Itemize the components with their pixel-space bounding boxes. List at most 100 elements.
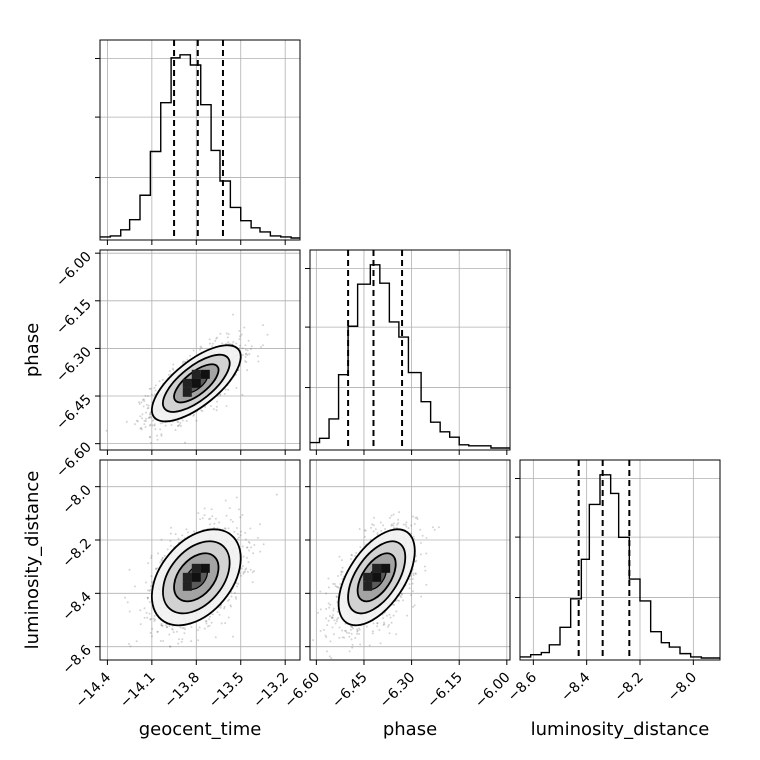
histogram-panel-luminosity_distance — [515, 459, 721, 661]
scatter-point — [351, 554, 354, 557]
scatter-point — [244, 568, 247, 571]
scatter-point — [146, 395, 149, 398]
scatter-point — [208, 523, 211, 526]
scatter-point — [348, 650, 351, 653]
scatter-point — [240, 333, 243, 336]
scatter-point — [414, 516, 417, 519]
y-tick-label: −6.60 — [53, 439, 95, 481]
scatter-point — [235, 526, 238, 529]
scatter-point — [256, 355, 259, 358]
scatter-point — [358, 527, 361, 530]
scatter-point — [243, 326, 246, 329]
scatter-point — [140, 401, 143, 404]
scatter-point — [177, 537, 180, 540]
scatter-point — [138, 402, 141, 405]
scatter-point — [148, 612, 151, 615]
scatter-point — [343, 636, 346, 639]
scatter-point — [139, 623, 142, 626]
scatter-point — [329, 603, 332, 606]
x-tick-label: −8.6 — [505, 669, 540, 704]
scatter-point — [245, 567, 248, 570]
scatter-point — [124, 454, 126, 456]
y-axis-label: phase — [22, 323, 43, 377]
scatter-point — [419, 528, 422, 531]
scatter-point — [149, 631, 152, 634]
scatter-point — [412, 535, 415, 538]
scatter-point — [169, 532, 172, 535]
scatter-point — [312, 639, 315, 642]
scatter-point — [219, 606, 222, 609]
scatter-point — [402, 523, 405, 526]
density-content — [124, 493, 278, 648]
scatter-point — [168, 625, 171, 628]
scatter-point — [210, 621, 213, 624]
scatter-point — [172, 363, 175, 366]
scatter-point — [244, 353, 247, 356]
scatter-point — [371, 632, 374, 635]
scatter-point — [335, 595, 338, 598]
scatter-point — [171, 367, 174, 370]
scatter-point — [197, 639, 200, 642]
scatter-point — [181, 627, 184, 630]
scatter-point — [215, 409, 218, 412]
scatter-point — [409, 578, 412, 581]
scatter-point — [376, 622, 379, 625]
scatter-point — [421, 534, 424, 537]
scatter-point — [156, 567, 159, 570]
scatter-point — [345, 631, 348, 634]
scatter-point — [213, 522, 216, 525]
scatter-point — [161, 556, 164, 559]
scatter-point — [372, 524, 375, 527]
scatter-point — [332, 607, 335, 610]
scatter-point — [238, 335, 241, 338]
scatter-point — [341, 629, 344, 632]
scatter-point — [350, 553, 353, 556]
scatter-point — [398, 511, 401, 514]
scatter-point — [239, 534, 242, 537]
scatter-point — [335, 595, 338, 598]
scatter-point — [390, 523, 393, 526]
scatter-point — [363, 535, 366, 538]
scatter-point — [183, 632, 186, 635]
scatter-point — [184, 441, 187, 444]
y-tick-label: −6.30 — [53, 344, 95, 386]
scatter-point — [359, 545, 362, 548]
scatter-point — [259, 550, 262, 553]
scatter-point — [399, 594, 402, 597]
scatter-point — [373, 516, 376, 519]
scatter-point — [307, 654, 309, 656]
scatter-point — [349, 558, 352, 561]
scatter-point — [139, 415, 142, 418]
scatter-point — [231, 520, 234, 523]
scatter-point — [244, 538, 247, 541]
scatter-point — [169, 544, 172, 547]
scatter-point — [243, 570, 246, 573]
scatter-point — [368, 644, 371, 647]
scatter-point — [175, 630, 178, 633]
scatter-point — [143, 616, 146, 619]
scatter-point — [168, 645, 171, 648]
scatter-point — [145, 411, 148, 414]
scatter-point — [229, 605, 232, 608]
density-panel-geocent_time-luminosity_distance — [99, 459, 301, 661]
scatter-point — [341, 566, 344, 569]
scatter-point — [172, 368, 175, 371]
scatter-point — [419, 541, 422, 544]
scatter-point — [146, 597, 149, 600]
scatter-point — [211, 345, 214, 348]
scatter-point — [327, 602, 330, 605]
density-peak-cell — [191, 563, 201, 573]
scatter-point — [248, 549, 251, 552]
scatter-point — [164, 424, 167, 427]
scatter-point — [150, 554, 153, 557]
scatter-point — [238, 346, 241, 349]
scatter-point — [127, 643, 130, 646]
scatter-point — [388, 632, 391, 635]
scatter-point — [380, 529, 383, 532]
scatter-point — [148, 436, 151, 439]
scatter-point — [220, 622, 223, 625]
scatter-point — [157, 552, 160, 555]
scatter-point — [151, 635, 154, 638]
scatter-point — [371, 630, 374, 633]
scatter-point — [138, 401, 141, 404]
